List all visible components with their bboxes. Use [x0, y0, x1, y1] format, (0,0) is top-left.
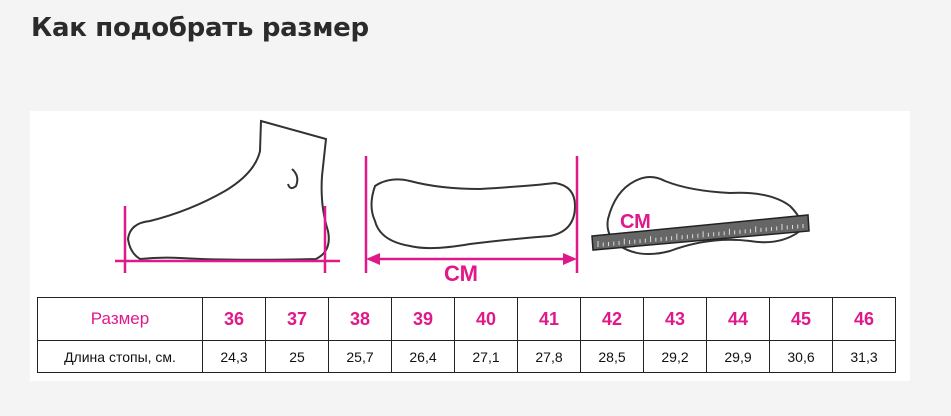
foot-side-view [126, 119, 330, 261]
length-cell: 25 [265, 340, 329, 373]
unit-label-length: СМ [444, 261, 478, 286]
length-cell: 26,4 [391, 340, 455, 373]
length-cell: 29,9 [706, 340, 770, 373]
table-row-foot-length: Длина стопы, см. 24,3 25 25,7 26,4 27,1 … [37, 340, 896, 373]
size-cell: 41 [517, 297, 581, 341]
size-cell: 44 [706, 297, 770, 341]
size-cell: 40 [454, 297, 518, 341]
length-cell: 24,3 [202, 340, 266, 373]
size-cell: 43 [643, 297, 707, 341]
length-cell: 27,8 [517, 340, 581, 373]
length-cell: 30,6 [769, 340, 833, 373]
size-cell: 37 [265, 297, 329, 341]
size-cell: 36 [202, 297, 266, 341]
length-cell: 28,5 [580, 340, 644, 373]
ruler [591, 214, 810, 251]
size-cell: 38 [328, 297, 392, 341]
length-cell: 27,1 [454, 340, 518, 373]
size-cell: 42 [580, 297, 644, 341]
row-header-foot-length: Длина стопы, см. [37, 340, 203, 373]
size-guide-panel: СМ СМ Размер 36 37 38 39 40 41 42 43 44 … [30, 111, 910, 381]
table-row-sizes: Размер 36 37 38 39 40 41 42 43 44 45 46 [37, 297, 896, 341]
unit-label-ruler: СМ [620, 211, 651, 233]
foot-top-view [370, 178, 577, 250]
size-table: Размер 36 37 38 39 40 41 42 43 44 45 46 … [37, 297, 896, 373]
foot-measurement-illustration: СМ СМ [115, 119, 810, 286]
size-cell: 45 [769, 297, 833, 341]
length-cell: 25,7 [328, 340, 392, 373]
size-cell: 39 [391, 297, 455, 341]
row-header-size: Размер [37, 297, 203, 341]
page-title: Как подобрать размер [31, 13, 369, 43]
length-cell: 29,2 [643, 340, 707, 373]
length-cell: 31,3 [832, 340, 896, 373]
size-cell: 46 [832, 297, 896, 341]
